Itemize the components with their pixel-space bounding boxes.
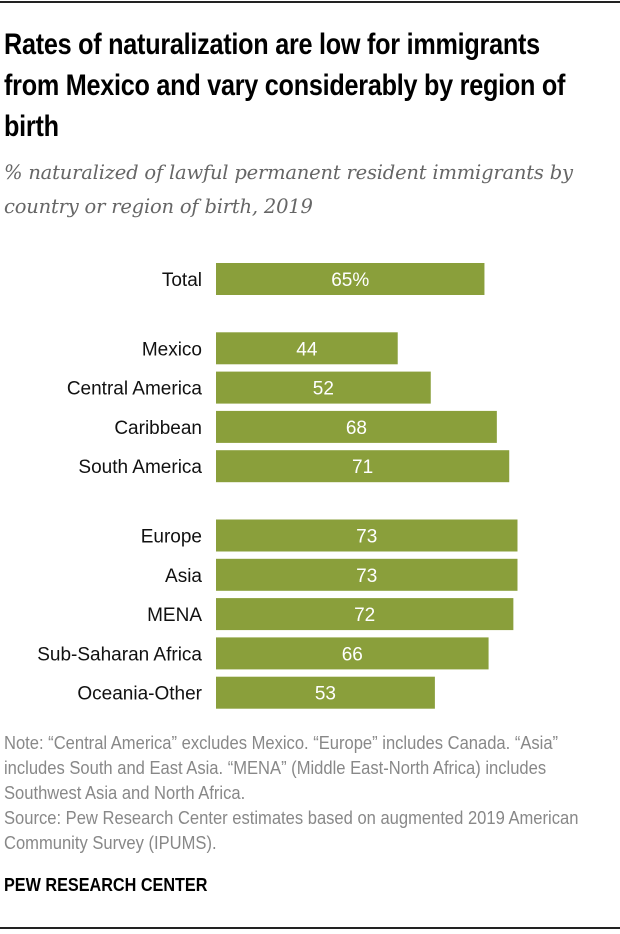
value-label: 52 bbox=[313, 379, 334, 400]
value-label: 66 bbox=[342, 644, 363, 665]
category-label: Total bbox=[162, 270, 202, 291]
bar-oceania-other bbox=[216, 676, 435, 709]
category-label: Europe bbox=[141, 527, 202, 548]
category-label: Mexico bbox=[142, 339, 202, 360]
value-label: 65% bbox=[331, 270, 369, 291]
category-label: Sub-Saharan Africa bbox=[37, 644, 202, 665]
note-text: Note: “Central America” excludes Mexico.… bbox=[4, 733, 559, 803]
chart-title: Rates of naturalization are low for immi… bbox=[4, 28, 566, 143]
category-label: Oceania-Other bbox=[77, 684, 202, 705]
value-label: 44 bbox=[296, 339, 318, 360]
value-label: 73 bbox=[356, 527, 377, 548]
category-label: Central America bbox=[67, 379, 203, 400]
brand-label: PEW RESEARCH CENTER bbox=[4, 875, 208, 895]
bar-sub-saharan-africa bbox=[216, 637, 489, 670]
source-text: Source: Pew Research Center estimates ba… bbox=[4, 808, 579, 853]
bottom-rule bbox=[0, 927, 620, 929]
value-label: 53 bbox=[315, 684, 336, 705]
value-label: 73 bbox=[356, 566, 377, 587]
bar-south-america bbox=[216, 450, 510, 483]
bar-total bbox=[216, 263, 485, 295]
value-label: 68 bbox=[346, 418, 367, 439]
bar-central-america bbox=[216, 371, 431, 404]
chart-note: Note: “Central America” excludes Mexico.… bbox=[4, 731, 593, 856]
bar-europe bbox=[216, 519, 518, 552]
value-label: 71 bbox=[352, 457, 373, 478]
top-rule bbox=[0, 1, 620, 3]
chart-subtitle: % naturalized of lawful permanent reside… bbox=[4, 161, 573, 218]
category-label: MENA bbox=[147, 605, 202, 626]
category-label: Caribbean bbox=[114, 418, 202, 439]
category-label: South America bbox=[78, 457, 202, 478]
bar-chart: Total 65% Mexico 44 Central America 52 Caribbe… bbox=[37, 263, 518, 709]
bar-mexico bbox=[216, 332, 398, 365]
category-label: Asia bbox=[165, 566, 202, 587]
value-label: 72 bbox=[354, 605, 375, 626]
bar-asia bbox=[216, 558, 518, 591]
bar-mena bbox=[216, 598, 514, 631]
bar-caribbean bbox=[216, 410, 497, 443]
